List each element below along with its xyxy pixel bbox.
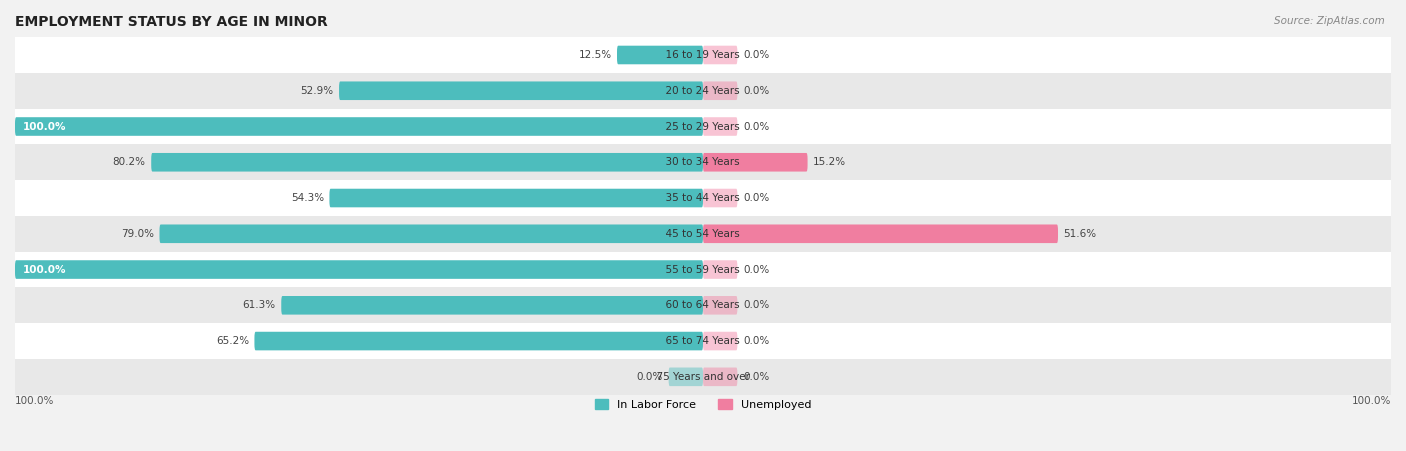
FancyBboxPatch shape	[281, 296, 703, 315]
Text: 0.0%: 0.0%	[742, 265, 769, 275]
Bar	[15, 180, 1391, 216]
Text: 60 to 64 Years: 60 to 64 Years	[659, 300, 747, 310]
FancyBboxPatch shape	[703, 225, 1057, 243]
Text: 0.0%: 0.0%	[637, 372, 664, 382]
FancyBboxPatch shape	[703, 368, 737, 386]
Text: 12.5%: 12.5%	[578, 50, 612, 60]
FancyBboxPatch shape	[703, 189, 737, 207]
Bar	[15, 37, 1391, 73]
Text: 100.0%: 100.0%	[1351, 396, 1391, 406]
FancyBboxPatch shape	[339, 82, 703, 100]
Text: 25 to 29 Years: 25 to 29 Years	[659, 121, 747, 132]
Bar	[15, 73, 1391, 109]
Text: 54.3%: 54.3%	[291, 193, 323, 203]
Text: Source: ZipAtlas.com: Source: ZipAtlas.com	[1274, 16, 1385, 26]
Text: 51.6%: 51.6%	[1063, 229, 1097, 239]
Text: 61.3%: 61.3%	[243, 300, 276, 310]
Text: 16 to 19 Years: 16 to 19 Years	[659, 50, 747, 60]
Text: 0.0%: 0.0%	[742, 300, 769, 310]
Bar	[15, 323, 1391, 359]
Legend: In Labor Force, Unemployed: In Labor Force, Unemployed	[591, 395, 815, 414]
FancyBboxPatch shape	[329, 189, 703, 207]
Text: 55 to 59 Years: 55 to 59 Years	[659, 265, 747, 275]
Bar	[15, 287, 1391, 323]
Text: 0.0%: 0.0%	[742, 372, 769, 382]
FancyBboxPatch shape	[617, 46, 703, 64]
Bar	[15, 252, 1391, 287]
FancyBboxPatch shape	[703, 117, 737, 136]
FancyBboxPatch shape	[15, 260, 703, 279]
Text: 100.0%: 100.0%	[24, 121, 66, 132]
Text: 75 Years and over: 75 Years and over	[650, 372, 756, 382]
Text: 80.2%: 80.2%	[112, 157, 146, 167]
Bar	[15, 216, 1391, 252]
FancyBboxPatch shape	[15, 117, 703, 136]
FancyBboxPatch shape	[669, 368, 703, 386]
FancyBboxPatch shape	[703, 296, 737, 315]
Text: 15.2%: 15.2%	[813, 157, 846, 167]
FancyBboxPatch shape	[703, 82, 737, 100]
FancyBboxPatch shape	[703, 260, 737, 279]
Text: 20 to 24 Years: 20 to 24 Years	[659, 86, 747, 96]
FancyBboxPatch shape	[703, 153, 807, 171]
FancyBboxPatch shape	[703, 332, 737, 350]
Bar	[15, 109, 1391, 144]
Text: EMPLOYMENT STATUS BY AGE IN MINOR: EMPLOYMENT STATUS BY AGE IN MINOR	[15, 15, 328, 29]
Text: 100.0%: 100.0%	[24, 265, 66, 275]
Text: 35 to 44 Years: 35 to 44 Years	[659, 193, 747, 203]
FancyBboxPatch shape	[254, 332, 703, 350]
FancyBboxPatch shape	[703, 46, 737, 64]
Text: 0.0%: 0.0%	[742, 193, 769, 203]
Text: 0.0%: 0.0%	[742, 336, 769, 346]
Bar	[15, 144, 1391, 180]
Text: 45 to 54 Years: 45 to 54 Years	[659, 229, 747, 239]
FancyBboxPatch shape	[152, 153, 703, 171]
Text: 0.0%: 0.0%	[742, 50, 769, 60]
Text: 65.2%: 65.2%	[215, 336, 249, 346]
Text: 100.0%: 100.0%	[15, 396, 55, 406]
Text: 79.0%: 79.0%	[121, 229, 155, 239]
FancyBboxPatch shape	[159, 225, 703, 243]
Bar	[15, 359, 1391, 395]
Text: 65 to 74 Years: 65 to 74 Years	[659, 336, 747, 346]
Text: 0.0%: 0.0%	[742, 121, 769, 132]
Text: 0.0%: 0.0%	[742, 86, 769, 96]
Text: 52.9%: 52.9%	[301, 86, 333, 96]
Text: 30 to 34 Years: 30 to 34 Years	[659, 157, 747, 167]
